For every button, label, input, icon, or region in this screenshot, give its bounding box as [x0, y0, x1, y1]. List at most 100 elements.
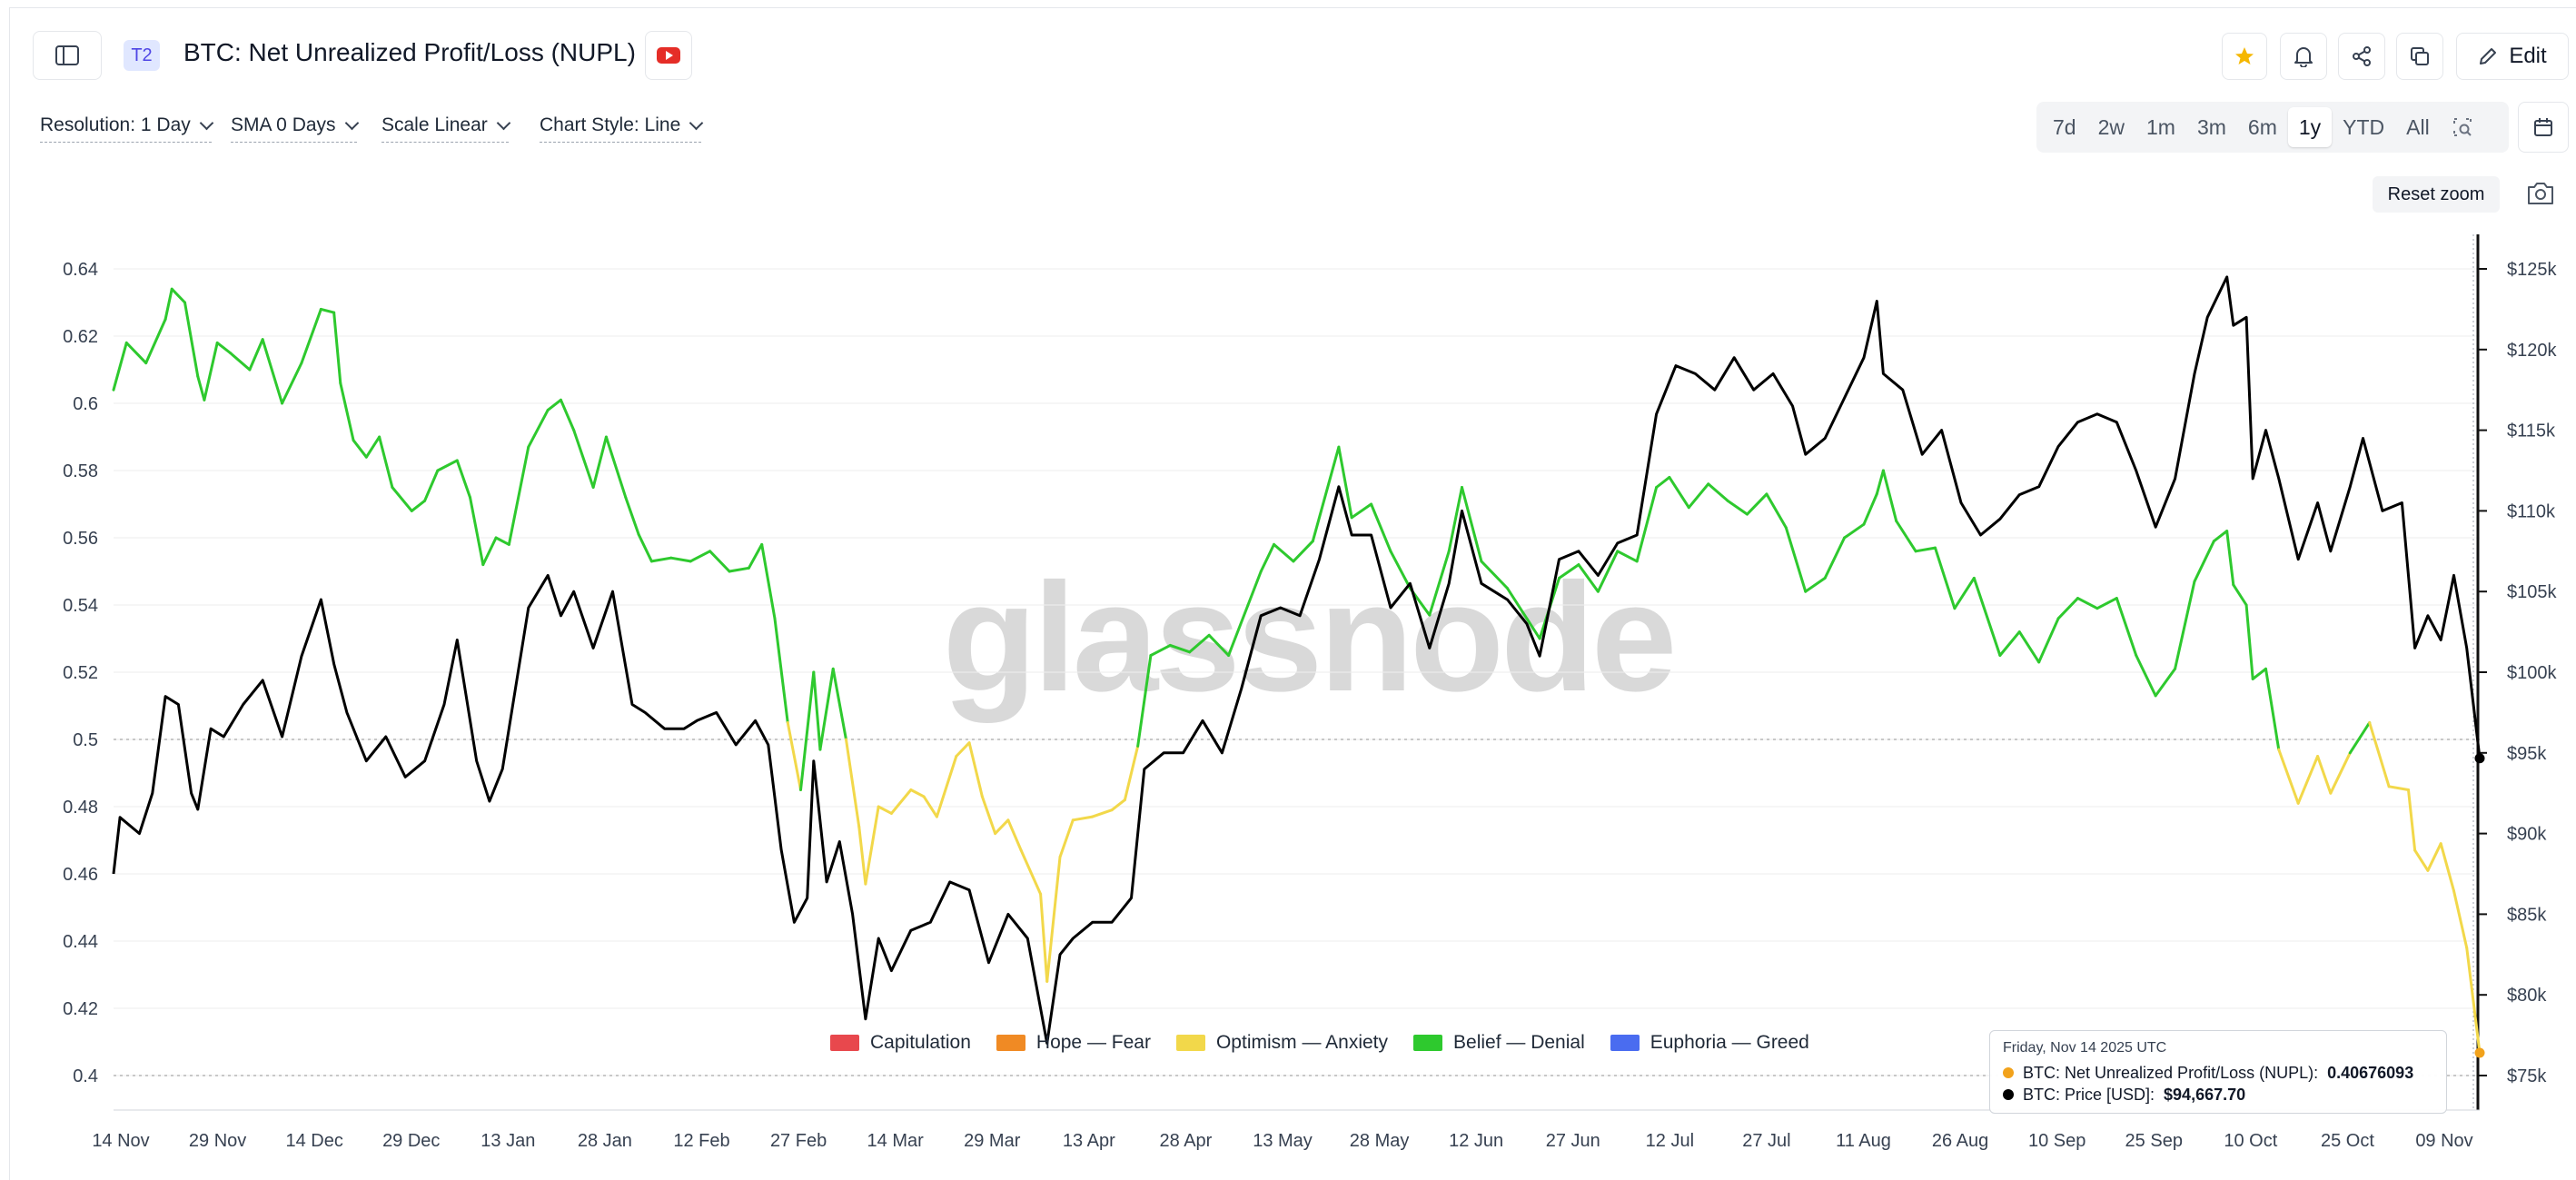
legend-swatch [1413, 1035, 1443, 1051]
y-left-tick-label: 0.64 [63, 260, 98, 280]
nupl-line-segment [669, 556, 692, 563]
range-selector: 7d 2w 1m 3m 6m 1y YTD All [2036, 102, 2509, 153]
x-tick-label: 12 Jun [1449, 1131, 1503, 1151]
nupl-line-segment [248, 338, 264, 372]
y-right-tick-label: $100k [2507, 663, 2557, 683]
scale-dropdown[interactable]: Scale Linear [381, 114, 511, 143]
chart-style-dropdown[interactable]: Chart Style: Line [540, 114, 704, 143]
x-tick-label: 11 Aug [1836, 1131, 1891, 1151]
price-end-point [2474, 753, 2485, 764]
nupl-line-segment [1091, 808, 1114, 818]
range-ytd[interactable]: YTD [2343, 114, 2385, 139]
chart-style-label: Chart Style: Line [540, 114, 681, 135]
y-left-tick-label: 0.42 [63, 999, 98, 1019]
edit-button[interactable]: Edit [2456, 33, 2569, 80]
nupl-line-segment [2406, 788, 2417, 852]
nupl-line-segment [2439, 842, 2455, 892]
resolution-label: Resolution: 1 Day [40, 114, 191, 135]
nupl-line-segment [1784, 526, 1808, 593]
x-tick-label: 13 Apr [1063, 1131, 1115, 1151]
alerts-button[interactable] [2280, 33, 2327, 80]
legend-swatch [830, 1035, 859, 1051]
nupl-line-segment [378, 435, 394, 489]
range-1m[interactable]: 1m [2146, 114, 2175, 139]
nupl-line-segment [728, 566, 750, 573]
youtube-button[interactable] [645, 31, 692, 80]
tier-badge: T2 [124, 40, 160, 71]
nupl-line-segment [747, 542, 764, 570]
legend-label: Optimism — Anxiety [1215, 1032, 1389, 1053]
nupl-line-segment [455, 459, 472, 500]
nupl-line-segment [1881, 469, 1898, 522]
nupl-line-segment [1428, 550, 1451, 617]
nupl-line-segment [889, 788, 913, 815]
date-picker-button[interactable] [2518, 102, 2569, 153]
edit-label: Edit [2509, 44, 2547, 68]
range-all[interactable]: All [2406, 114, 2430, 139]
legend-swatch [1175, 1035, 1205, 1051]
nupl-line-segment [1804, 576, 1827, 593]
watermark-text: glassnode [943, 551, 1674, 724]
nupl-line-segment [799, 670, 816, 791]
sidebar-toggle-icon [55, 45, 79, 65]
nupl-line-segment [1019, 848, 1043, 896]
nupl-line-segment [228, 352, 252, 372]
nupl-line-segment [1188, 633, 1211, 654]
nupl-line-segment [1668, 475, 1690, 510]
favorite-button[interactable] [2222, 33, 2267, 80]
price-line [112, 275, 2482, 1045]
nupl-line-segment [922, 795, 938, 818]
tooltip-price-row: BTC: Price [USD]: $94,667.70 [2003, 1084, 2433, 1106]
y-left-tick-label: 0.46 [63, 865, 98, 885]
range-6m[interactable]: 6m [2247, 114, 2277, 139]
legend-capitulation[interactable]: Capitulation [830, 1032, 971, 1054]
zoom-select-button[interactable] [2441, 107, 2484, 147]
nupl-line-segment [591, 435, 608, 489]
nupl-line-segment [1823, 536, 1847, 580]
legend-euphoria-greed[interactable]: Euphoria — Greed [1610, 1032, 1809, 1054]
range-3m[interactable]: 3m [2196, 114, 2226, 139]
reset-zoom-button[interactable]: Reset zoom [2373, 176, 2500, 213]
nupl-line-segment [831, 667, 847, 741]
legend-optimism-anxiety[interactable]: Optimism — Anxiety [1175, 1032, 1389, 1054]
legend-hope-fear[interactable]: Hope — Fear [996, 1032, 1151, 1054]
x-tick-label: 10 Sep [2028, 1131, 2086, 1151]
sidebar-toggle-button[interactable] [33, 31, 102, 80]
nupl-line-segment [507, 445, 530, 546]
range-1y[interactable]: 1y [2287, 107, 2333, 147]
nupl-end-point [2474, 1047, 2485, 1058]
legend-label: Belief — Denial [1453, 1032, 1585, 1053]
nupl-line-segment [281, 362, 303, 405]
y-left-tick-label: 0.44 [63, 932, 98, 952]
nupl-line-segment [2244, 603, 2254, 680]
y-left-tick-label: 0.62 [63, 327, 98, 347]
range-7d[interactable]: 7d [2053, 114, 2076, 139]
nupl-line-segment [1525, 617, 1541, 640]
nupl-line-segment [2017, 630, 2041, 664]
tooltip-price-value: $94,667.70 [2164, 1085, 2246, 1104]
y-right-tick-label: $120k [2507, 341, 2557, 361]
nupl-line-segment [2115, 597, 2138, 657]
sma-dropdown[interactable]: SMA 0 Days [231, 114, 359, 143]
nupl-line-segment [1998, 630, 2021, 657]
legend-label: Euphoria — Greed [1650, 1032, 1809, 1053]
x-tick-label: 28 Apr [1160, 1131, 1213, 1151]
nupl-line-segment [481, 536, 498, 567]
share-button[interactable] [2338, 33, 2385, 80]
nupl-line-segment [183, 301, 200, 378]
page-title: BTC: Net Unrealized Profit/Loss (NUPL) [183, 38, 636, 66]
x-tick-label: 12 Feb [673, 1131, 729, 1151]
nupl-line-segment [2037, 617, 2060, 664]
bell-icon [2294, 47, 2313, 67]
legend-swatch [1610, 1035, 1640, 1051]
range-2w[interactable]: 2w [2097, 114, 2125, 139]
resolution-dropdown[interactable]: Resolution: 1 Day [40, 114, 214, 143]
legend-belief-denial[interactable]: Belief — Denial [1413, 1032, 1585, 1054]
tooltip-nupl-row: BTC: Net Unrealized Profit/Loss (NUPL): … [2003, 1062, 2433, 1084]
camera-icon[interactable] [2525, 180, 2556, 207]
nupl-line-segment [1953, 576, 1976, 610]
nupl-line-segment [689, 550, 712, 563]
copy-button[interactable] [2396, 33, 2443, 80]
nupl-line-segment [2251, 667, 2267, 680]
nupl-line-segment [319, 307, 336, 314]
